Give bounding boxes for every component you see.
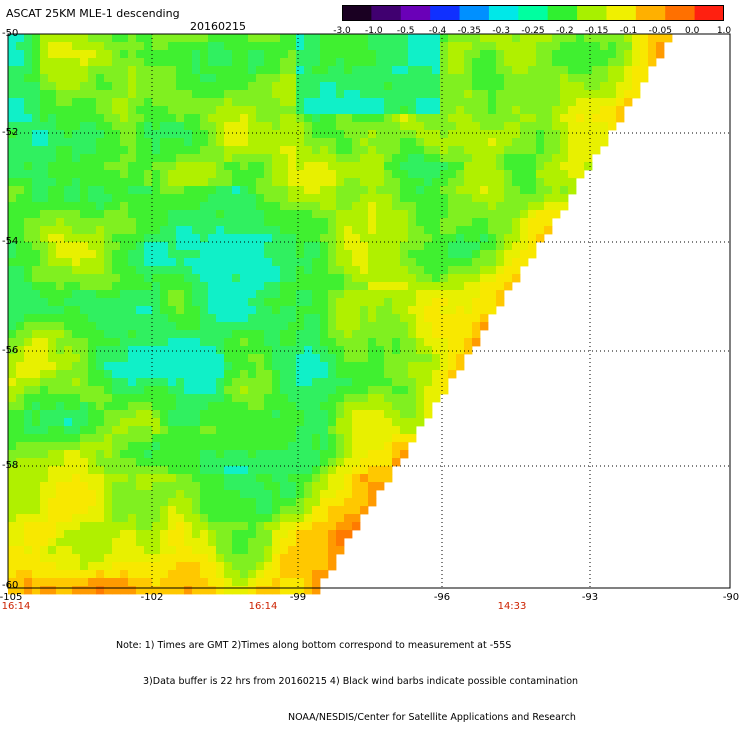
colorbar-tick-label: -0.1 — [619, 26, 638, 36]
lon-label-93: -93 — [581, 592, 599, 603]
colorbar-tick-label: 0.0 — [684, 26, 700, 36]
lon-label-90: -90 — [722, 592, 740, 603]
colorbar-tick-label: -3.0 — [333, 26, 351, 36]
colorbar-tick-label: -0.4 — [428, 26, 447, 36]
lat-label-52: -52 — [2, 127, 19, 138]
map-title: ASCAT 25KM MLE-1 descending — [6, 7, 180, 20]
time-label-1: 16:14 — [1, 601, 31, 612]
data-cells — [8, 34, 673, 595]
colorbar-swatch — [400, 5, 431, 21]
colorbar-swatch — [342, 5, 372, 21]
time-label-3: 14:33 — [497, 601, 527, 612]
colorbar-tick-label: -1.0 — [365, 26, 383, 36]
ascat-swath-map — [7, 33, 731, 595]
lon-label-105: -105 — [0, 592, 23, 603]
footnotes: Note: 1) Times are GMT 2)Times along bot… — [116, 616, 578, 736]
colorbar-swatch — [488, 5, 519, 21]
note-line-1: Note: 1) Times are GMT 2)Times along bot… — [116, 640, 512, 651]
colorbar-tick-label: -0.5 — [396, 26, 415, 36]
lat-label-60: -60 — [2, 580, 19, 591]
colorbar-swatch — [371, 5, 402, 21]
time-label-2: 16:14 — [248, 601, 278, 612]
lat-label-50: -50 — [2, 28, 19, 39]
colorbar-swatch — [606, 5, 637, 21]
colorbar-swatch — [518, 5, 549, 21]
colorbar — [342, 5, 724, 21]
colorbar-swatch — [547, 5, 578, 21]
colorbar-tick-label: -0.25 — [521, 26, 545, 36]
colorbar-swatch — [694, 5, 724, 21]
note-line-3: NOAA/NESDIS/Center for Satellite Applica… — [288, 712, 576, 723]
lon-label-96: -96 — [433, 592, 451, 603]
colorbar-swatch — [577, 5, 607, 21]
lat-label-54: -54 — [2, 236, 19, 247]
colorbar-tick-label: -0.05 — [648, 26, 672, 36]
colorbar-swatch — [430, 5, 461, 21]
lon-label-102: -102 — [140, 592, 164, 603]
colorbar-tick-label: -0.15 — [585, 26, 609, 36]
colorbar-swatch — [665, 5, 696, 21]
colorbar-swatch — [635, 5, 666, 21]
lon-label-99: -99 — [289, 592, 307, 603]
map-frame — [7, 33, 731, 589]
colorbar-tick-label: 1.0 — [716, 26, 732, 36]
colorbar-tick-label: -0.2 — [556, 26, 574, 36]
lat-label-58: -58 — [2, 460, 19, 471]
colorbar-swatch — [459, 5, 490, 21]
note-line-2: 3)Data buffer is 22 hrs from 20160215 4)… — [143, 676, 579, 687]
colorbar-tick-label: -0.35 — [457, 26, 481, 36]
colorbar-tick-label: -0.3 — [492, 26, 510, 36]
map-date: 20160215 — [190, 20, 246, 33]
lat-label-56: -56 — [2, 345, 19, 356]
